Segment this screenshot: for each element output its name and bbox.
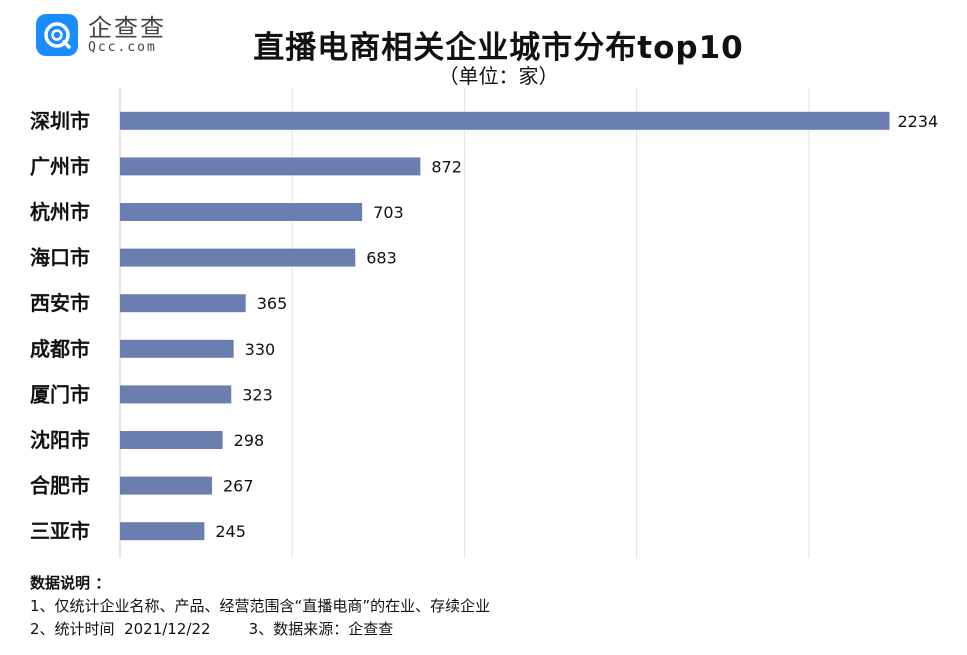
category-label: 深圳市 xyxy=(30,109,90,133)
category-label: 厦门市 xyxy=(30,382,90,406)
bar xyxy=(120,203,363,221)
category-label: 杭州市 xyxy=(30,200,90,224)
category-label: 合肥市 xyxy=(30,474,90,498)
category-label: 沈阳市 xyxy=(30,428,90,452)
category-label: 三亚市 xyxy=(30,519,90,543)
value-label: 330 xyxy=(245,340,276,359)
bar-chart: 深圳市 2234 广州市 872 杭州市 703 海口市 683 西安市 365 成都市 330 厦门市… xyxy=(30,88,938,558)
chart-subtitle: （单位：家） xyxy=(438,64,559,88)
bar xyxy=(120,522,205,541)
brand-logo: 企查查 Qcc.com xyxy=(36,14,166,56)
category-label: 成都市 xyxy=(30,337,90,361)
bar xyxy=(120,339,234,358)
value-label: 703 xyxy=(373,203,404,222)
bar xyxy=(120,431,223,449)
brand-name: 企查查 xyxy=(88,13,166,42)
value-label: 298 xyxy=(234,431,265,450)
value-label: 872 xyxy=(431,157,462,176)
value-label: 365 xyxy=(257,294,288,313)
bar xyxy=(120,294,246,313)
value-label: 267 xyxy=(223,477,254,496)
bar xyxy=(120,385,232,404)
value-label: 2234 xyxy=(897,112,938,131)
category-label: 西安市 xyxy=(30,291,90,315)
bar xyxy=(120,476,212,495)
note-item-1: 1、仅统计企业名称、产品、经营范围含“直播电商”的在业、存续企业 xyxy=(30,597,491,615)
chart-title: 直播电商相关企业城市分布top10 xyxy=(253,30,744,66)
category-label: 广州市 xyxy=(30,154,90,178)
value-label: 245 xyxy=(215,522,246,541)
value-label: 683 xyxy=(366,249,397,268)
bar xyxy=(120,248,356,267)
notes-heading: 数据说明 ： xyxy=(30,574,111,592)
brand-domain: Qcc.com xyxy=(88,39,157,55)
bar xyxy=(120,157,421,176)
data-notes: 数据说明 ： 1、仅统计企业名称、产品、经营范围含“直播电商”的在业、存续企业 … xyxy=(30,572,490,641)
note-item-2: 2、统计时间 2021/12/22 3、数据来源：企查查 xyxy=(30,620,394,638)
bar xyxy=(120,111,890,130)
category-label: 海口市 xyxy=(30,246,90,270)
value-label: 323 xyxy=(242,385,273,404)
qcc-logo-icon xyxy=(36,14,78,56)
